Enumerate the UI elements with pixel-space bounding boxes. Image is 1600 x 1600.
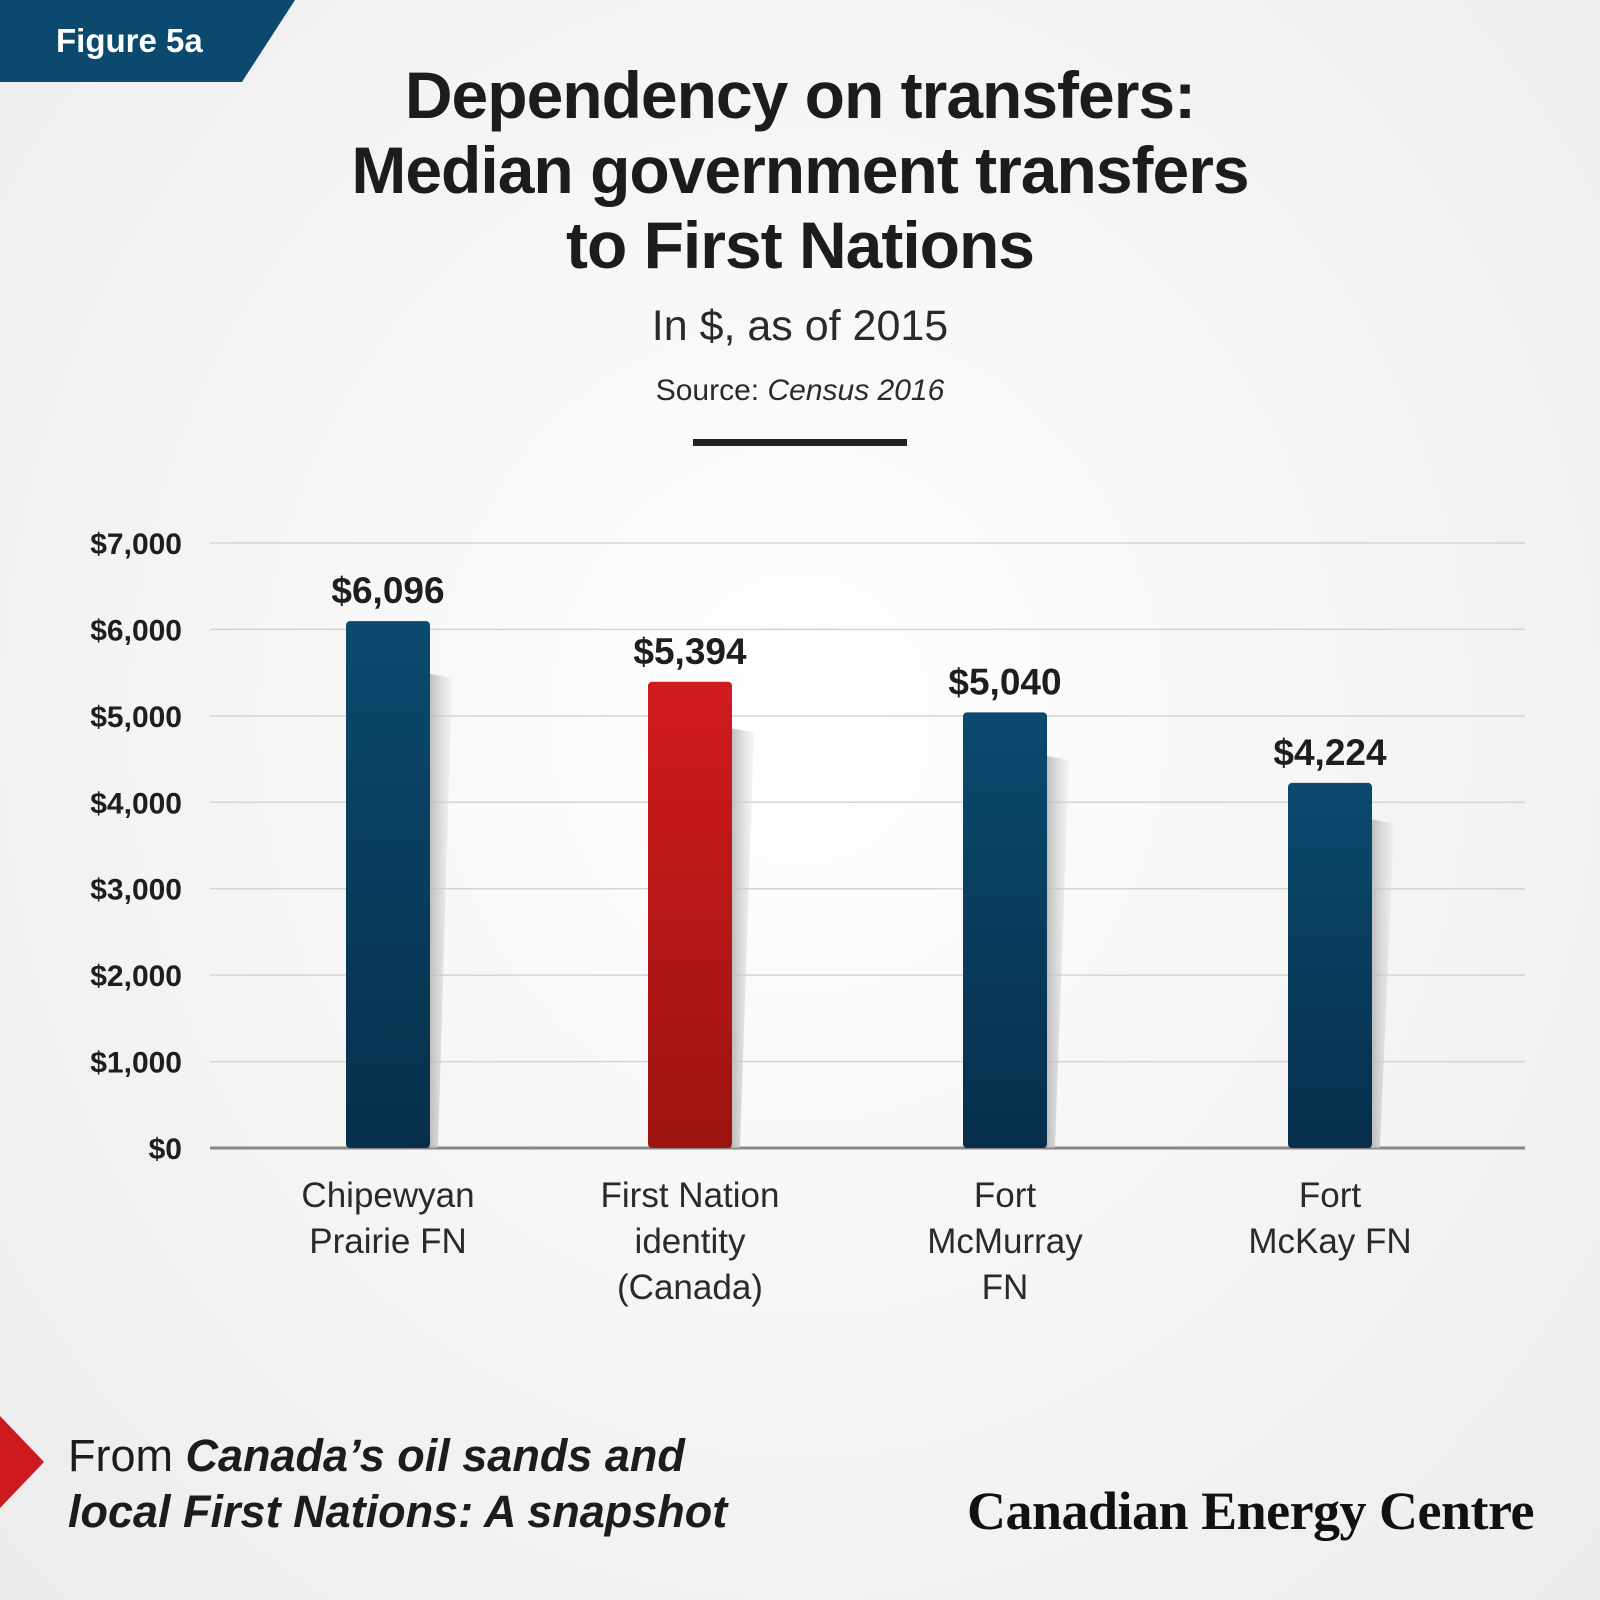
y-tick-label: $2,000 [90, 960, 182, 993]
chart-subtitle: In $, as of 2015 [651, 302, 949, 350]
bar [346, 621, 430, 1148]
y-tick-label: $4,000 [90, 787, 182, 820]
x-category-label: Prairie FN [309, 1222, 467, 1261]
y-tick-label: $3,000 [90, 874, 182, 907]
data-label: $4,224 [1273, 732, 1387, 773]
publication-reference: From Canada’s oil sands and local First … [68, 1428, 727, 1540]
x-category-label: First Nation [601, 1176, 780, 1215]
bar-shadow [1047, 755, 1069, 1148]
title-divider [693, 439, 907, 446]
title-line-2: Median government transfers [351, 133, 1249, 207]
bar [963, 712, 1047, 1148]
bar-shadow [430, 673, 452, 1148]
x-category-label: Fort [974, 1176, 1037, 1215]
data-label: $5,394 [633, 631, 747, 672]
source-line: Source: Census 2016 [0, 374, 1600, 408]
chart-title: Dependency on transfers: Median governme… [100, 58, 1500, 283]
bar-shadow [1372, 819, 1394, 1148]
source-prefix: Source: [655, 374, 760, 407]
bar-shadow [732, 728, 754, 1148]
x-category-label: FN [982, 1268, 1029, 1307]
y-tick-label: $1,000 [90, 1047, 182, 1080]
figure-label-tab: Figure 5a [0, 0, 295, 82]
y-tick-label: $5,000 [90, 701, 182, 734]
brand-logo-text: Canadian Energy Centre [966, 1481, 1535, 1541]
x-category-label: Fort [1299, 1176, 1362, 1215]
title-line-1: Dependency on transfers: [404, 58, 1196, 132]
x-category-label: McMurray [927, 1222, 1083, 1261]
from-prefix: From [68, 1430, 173, 1481]
x-category-label: identity [635, 1222, 746, 1261]
bar [648, 681, 732, 1148]
data-label: $5,040 [948, 661, 1061, 702]
y-tick-label: $6,000 [90, 614, 182, 647]
publication-title-line-2: local First Nations: A snapshot [68, 1486, 728, 1537]
bar [1288, 782, 1372, 1148]
data-label: $6,096 [331, 570, 444, 611]
title-line-3: to First Nations [565, 208, 1035, 282]
source-value: Census 2016 [767, 374, 945, 407]
x-category-label: Chipewyan [301, 1176, 474, 1215]
x-category-label: (Canada) [617, 1268, 763, 1307]
y-tick-label: $0 [149, 1133, 182, 1166]
figure-label: Figure 5a [56, 22, 203, 59]
publication-title-line-1: Canada’s oil sands and [185, 1430, 685, 1481]
y-tick-label: $7,000 [90, 528, 182, 561]
x-category-label: McKay FN [1248, 1222, 1411, 1261]
